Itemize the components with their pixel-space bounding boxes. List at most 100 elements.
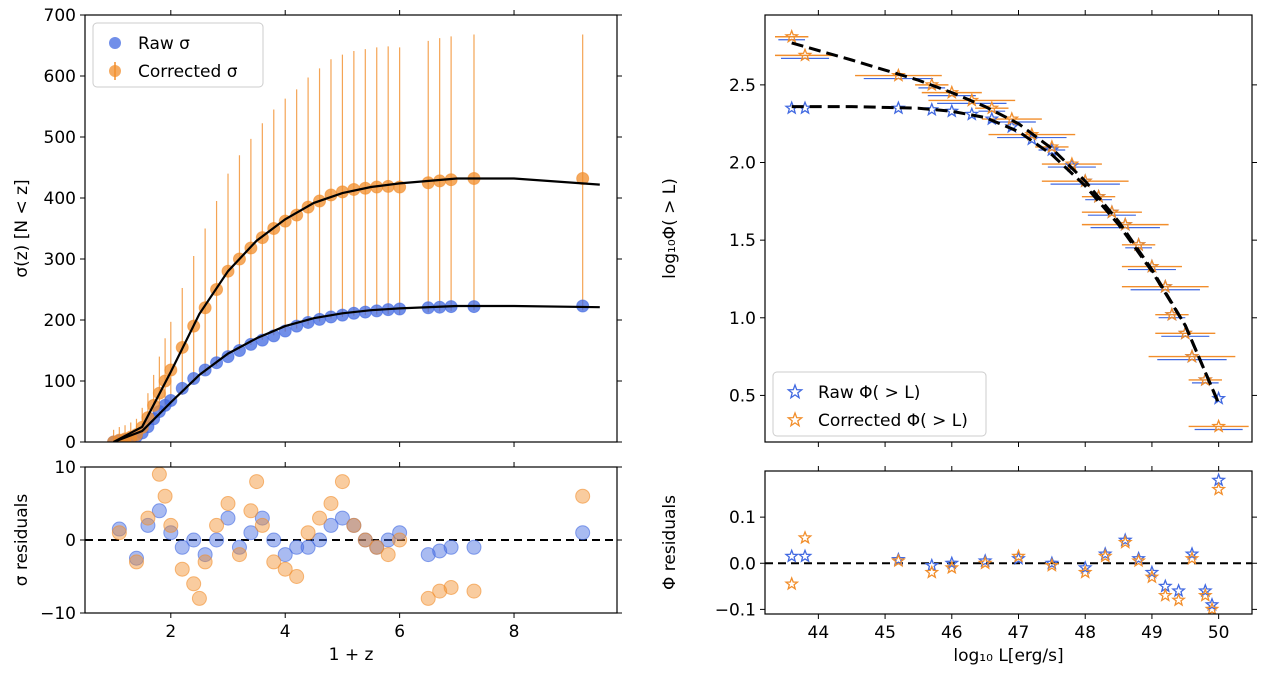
corrected-point bbox=[1144, 569, 1160, 584]
y-tick-label: 1.0 bbox=[729, 309, 756, 329]
x-tick-label: 46 bbox=[941, 623, 963, 643]
corrected-point bbox=[1184, 550, 1200, 565]
corrected-point bbox=[890, 553, 906, 568]
legend-corrected-label: Corrected Φ( > L) bbox=[818, 411, 968, 431]
x-tick-label: 44 bbox=[808, 623, 830, 643]
x-tick-label: 4 bbox=[280, 622, 291, 642]
y-tick-label: 0.5 bbox=[729, 386, 756, 406]
corrected-point bbox=[977, 555, 993, 570]
y-tick-label: 400 bbox=[44, 189, 76, 209]
corrected-point bbox=[231, 547, 247, 563]
raw-point bbox=[289, 539, 305, 555]
corrected-point bbox=[1157, 587, 1173, 602]
corrected-point bbox=[369, 539, 385, 555]
raw-point bbox=[186, 532, 202, 548]
raw-point bbox=[175, 381, 189, 395]
corrected-point bbox=[890, 67, 906, 82]
corrected-point bbox=[1131, 236, 1147, 252]
raw-point bbox=[964, 106, 980, 121]
corrected-point bbox=[254, 517, 270, 533]
raw-point bbox=[174, 539, 190, 555]
corrected-point bbox=[209, 517, 225, 533]
y-tick-label: −0.1 bbox=[715, 600, 756, 620]
raw-point bbox=[944, 555, 960, 570]
raw-point bbox=[243, 525, 259, 541]
raw-point bbox=[797, 548, 813, 563]
y-axis-label: log₁₀Φ( > L) bbox=[660, 178, 680, 279]
x-axis-label: log₁₀ L[erg/s] bbox=[953, 646, 1063, 666]
y-tick-label: 200 bbox=[44, 311, 76, 331]
corrected-point bbox=[243, 503, 259, 519]
y-tick-label: 0.1 bbox=[729, 508, 756, 528]
corrected-point bbox=[186, 576, 202, 592]
raw-point bbox=[1117, 532, 1133, 547]
raw-point bbox=[1044, 555, 1060, 570]
corrected-point bbox=[392, 532, 408, 548]
corrected-point bbox=[334, 474, 350, 490]
x-tick-label: 45 bbox=[874, 623, 896, 643]
corrected-point bbox=[1211, 418, 1227, 433]
phi-main-legend: Raw Φ( > L) Corrected Φ( > L) bbox=[772, 371, 987, 437]
corrected-point bbox=[784, 576, 800, 591]
sigma-main-legend: Raw σ Corrected σ bbox=[92, 22, 264, 88]
corrected-point bbox=[1117, 534, 1133, 549]
x-tick-label: 48 bbox=[1074, 623, 1096, 643]
y-tick-label: 1.5 bbox=[729, 231, 756, 251]
x-tick-label: 49 bbox=[1141, 623, 1163, 643]
corrected-point bbox=[575, 488, 591, 504]
corrected-point bbox=[1077, 173, 1093, 188]
phi-main-frame bbox=[764, 14, 1253, 443]
corrected-point bbox=[1011, 548, 1026, 563]
sigma-main-frame bbox=[84, 14, 618, 443]
y-tick-label: 2.0 bbox=[729, 154, 756, 174]
corrected-point bbox=[312, 510, 328, 526]
phi-residuals-data-area bbox=[765, 472, 1252, 614]
x-tick-label: 50 bbox=[1208, 623, 1230, 643]
raw-point bbox=[266, 532, 282, 548]
x-tick-label: 8 bbox=[509, 622, 520, 642]
phi-main-plot: 0.5 1.0 1.5 2.0 2.5 log₁₀Φ( > L) Raw Φ( > L) Co… bbox=[660, 10, 1257, 447]
raw-point bbox=[313, 312, 327, 326]
legend-corrected-marker bbox=[786, 411, 804, 428]
corrected-point bbox=[323, 496, 339, 511]
legend-raw-label: Raw Φ( > L) bbox=[818, 383, 920, 403]
corrected-point bbox=[277, 561, 293, 577]
corrected-point bbox=[1171, 592, 1187, 607]
raw-point bbox=[277, 547, 293, 563]
legend-corrected-label: Corrected σ bbox=[138, 62, 238, 82]
raw-point bbox=[164, 394, 178, 408]
corrected-point bbox=[174, 561, 190, 577]
y-tick-label: 600 bbox=[44, 67, 76, 87]
corrected-point bbox=[1177, 325, 1193, 340]
raw-point bbox=[944, 103, 960, 118]
raw-point bbox=[187, 372, 201, 386]
corrected-point bbox=[1131, 553, 1147, 568]
corrected-point bbox=[421, 176, 435, 190]
corrected-point bbox=[1211, 481, 1227, 496]
raw-point bbox=[1044, 142, 1060, 157]
raw-point bbox=[784, 548, 800, 563]
y-tick-label: 700 bbox=[44, 6, 76, 26]
y-tick-label: 10 bbox=[54, 458, 76, 478]
corrected-point bbox=[357, 532, 373, 548]
legend-box bbox=[772, 371, 987, 437]
corrected-point bbox=[197, 554, 213, 570]
x-tick-label: 47 bbox=[1008, 623, 1030, 643]
legend-raw-marker bbox=[786, 383, 804, 400]
legend-raw-marker bbox=[109, 37, 121, 49]
corrected-point bbox=[466, 583, 482, 599]
legend-corrected-marker bbox=[109, 65, 121, 77]
corrected-point bbox=[1097, 548, 1113, 563]
y-tick-label: 2.5 bbox=[729, 76, 756, 96]
raw-point bbox=[128, 550, 144, 566]
corrected-point bbox=[289, 569, 305, 584]
raw-point bbox=[1097, 546, 1113, 561]
y-tick-label: 0 bbox=[65, 433, 76, 453]
corrected-point bbox=[1204, 601, 1220, 614]
sigma-residuals-data-area bbox=[85, 467, 617, 606]
raw-fit-curve bbox=[791, 105, 1220, 404]
corrected-point bbox=[432, 583, 448, 599]
corrected-point bbox=[944, 560, 960, 575]
corrected-point bbox=[784, 28, 800, 44]
